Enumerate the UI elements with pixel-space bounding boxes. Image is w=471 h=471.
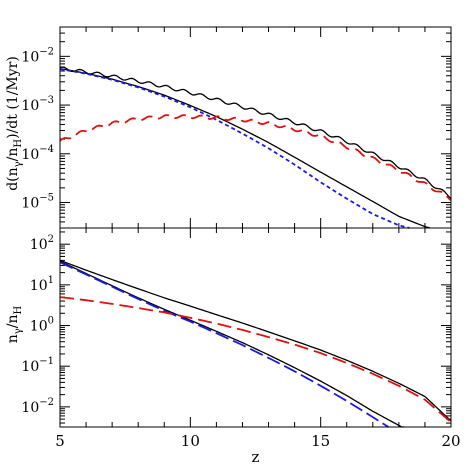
y-tick-label-exponent: −1 <box>39 356 54 367</box>
series-line-2 <box>59 260 405 428</box>
y-tick-label-base: 10 <box>21 49 39 65</box>
y-tick-label-exponent: 2 <box>48 234 54 245</box>
y-tick-label: 101 <box>30 275 54 294</box>
x-tick-label: 5 <box>55 432 65 450</box>
y-tick-label-base: 10 <box>21 359 39 375</box>
bottom-ylabel-pre: n <box>5 334 21 343</box>
y-tick-label: 10−4 <box>21 144 54 163</box>
top-ylabel-mid: /n <box>5 148 21 162</box>
y-tick-label-base: 10 <box>30 319 48 335</box>
y-tick-label-exponent: −5 <box>39 193 54 204</box>
series-line-4 <box>59 114 452 201</box>
x-tick-labels: 5 10 15 20 <box>55 432 460 450</box>
series-line-3 <box>59 68 410 229</box>
top-ylabel-sub-gamma: γ <box>13 161 24 167</box>
y-tick-label-base: 10 <box>30 237 48 253</box>
top-ylabel-post: )/dt (1/Myr) <box>5 56 21 139</box>
series-line-4 <box>59 296 452 423</box>
y-tick-label-exponent: −4 <box>39 144 54 155</box>
top-ylabel-pre: d(n <box>5 167 21 190</box>
bottom-ylabel-sub-gamma: γ <box>13 328 24 334</box>
bottom-ylabel-sub-h: H <box>13 305 24 314</box>
top-panel: 10−510−410−310−2 d(nγ/nH)/dt (1/Myr) <box>5 26 452 229</box>
y-tick-label-base: 10 <box>21 98 39 114</box>
y-tick-label-base: 10 <box>21 400 39 416</box>
top-axis-ticks <box>59 26 452 229</box>
y-tick-label: 10−5 <box>21 193 54 212</box>
x-tick-label: 20 <box>441 432 460 450</box>
y-tick-label: 100 <box>30 316 54 335</box>
x-tick-label: 10 <box>181 432 200 450</box>
x-tick-label: 15 <box>311 432 330 450</box>
series-line-1 <box>59 66 452 200</box>
y-tick-label: 10−2 <box>21 46 54 65</box>
x-axis-label: z <box>252 448 260 466</box>
top-y-axis-label: d(nγ/nH)/dt (1/Myr) <box>5 56 24 191</box>
bottom-series-group <box>59 259 452 428</box>
y-tick-label-base: 10 <box>30 278 48 294</box>
y-tick-label-exponent: 0 <box>48 316 54 327</box>
top-series-group <box>59 66 452 229</box>
y-tick-label-exponent: −3 <box>39 95 54 106</box>
top-y-tick-labels: 10−510−410−310−2 <box>21 46 54 211</box>
y-tick-label-exponent: −2 <box>39 397 54 408</box>
y-tick-label: 102 <box>30 234 54 253</box>
bottom-y-axis-label: nγ/nH <box>5 305 24 343</box>
series-line-3 <box>59 261 389 428</box>
y-tick-label-base: 10 <box>21 147 39 163</box>
y-tick-label: 10−2 <box>21 397 54 416</box>
bottom-ylabel-mid: /n <box>5 314 21 328</box>
top-plot-frame <box>59 26 452 229</box>
bottom-plot-frame <box>59 227 452 428</box>
series-line-1 <box>59 259 452 422</box>
y-tick-label-base: 10 <box>21 196 39 212</box>
y-tick-label: 10−3 <box>21 95 54 114</box>
series-line-2 <box>59 67 431 229</box>
y-tick-label: 10−1 <box>21 356 54 375</box>
top-ylabel-sub-h: H <box>13 139 24 148</box>
y-tick-label-exponent: 1 <box>48 275 54 286</box>
y-tick-label-exponent: −2 <box>39 46 54 57</box>
